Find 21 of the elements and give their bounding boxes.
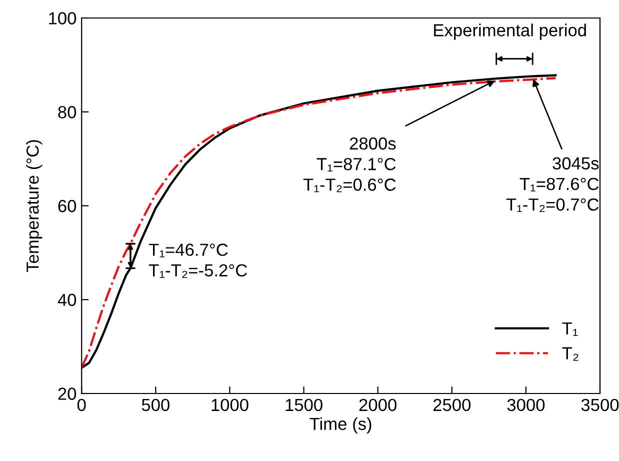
legend-label: T₁ <box>562 322 578 336</box>
x-axis-title: Time (s) <box>310 417 372 434</box>
x-tick-label: 0 <box>77 398 86 412</box>
y-tick-label: 60 <box>58 200 76 212</box>
x-tick-label: 2000 <box>359 398 396 412</box>
x-tick-label: 1500 <box>286 398 322 412</box>
y-tick-label: 40 <box>58 294 76 306</box>
y-tick-label: 100 <box>49 12 76 24</box>
annotation: T₁=46.7°C T₁-T₂=-5.2°C <box>148 244 247 278</box>
x-tick-label: 500 <box>142 398 170 412</box>
y-tick-label: 80 <box>58 106 76 118</box>
x-tick-label: 1000 <box>212 398 248 412</box>
y-tick-label: 20 <box>58 388 76 400</box>
annotation: Experimental period <box>434 24 586 40</box>
annotation: 2800s T₁=87.1°C T₁-T₂=0.6°C <box>303 137 396 192</box>
x-tick-label: 3500 <box>581 398 619 412</box>
legend-label: T₂ <box>562 347 578 361</box>
annotation: 3045s T₁=87.6°C T₁-T₂=0.7°C <box>506 157 599 212</box>
x-tick-label: 2500 <box>433 398 471 412</box>
y-axis-title: Temperature (°C) <box>26 140 42 272</box>
x-tick-label: 3000 <box>507 398 545 412</box>
